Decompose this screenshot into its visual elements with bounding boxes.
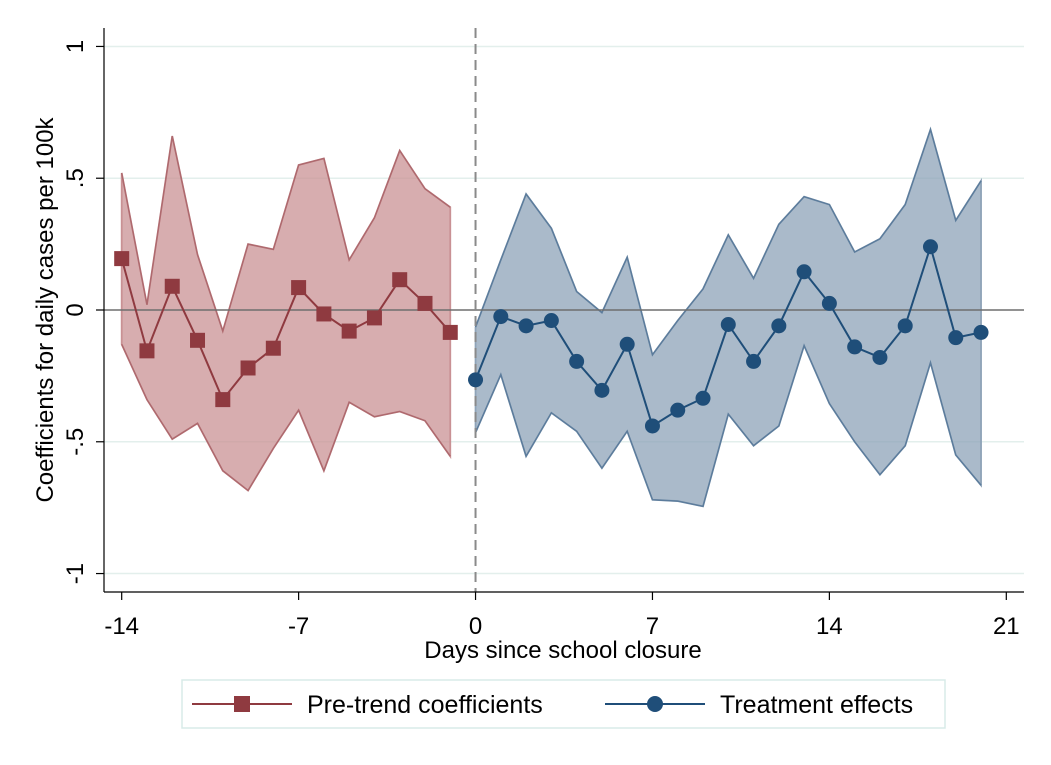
legend: Pre-trend coefficients Treatment effects (181, 679, 946, 729)
data-point-treatment (569, 353, 585, 369)
data-point-pretrend (215, 392, 231, 408)
y-tick-label: -.5 (62, 428, 89, 456)
data-point-pretrend (442, 324, 458, 340)
ci-lower-edge-0 (121, 343, 451, 492)
data-point-treatment (518, 318, 534, 334)
data-point-treatment (468, 372, 484, 388)
y-ticks: 1 .5 0 -.5 -1 (62, 40, 104, 584)
x-tick-label: 7 (646, 613, 659, 640)
data-point-treatment (644, 418, 660, 434)
data-point-treatment (695, 390, 711, 406)
data-point-treatment (922, 239, 938, 255)
legend-treatment-label: Treatment effects (720, 691, 913, 719)
x-tick-label: 14 (816, 613, 843, 640)
legend-pretrend-marker (234, 696, 250, 712)
x-axis-title: Days since school closure (424, 637, 701, 664)
data-point-pretrend (139, 343, 155, 359)
y-axis-title: Coefficients for daily cases per 100k (32, 116, 59, 502)
y-tick-label: .5 (62, 168, 89, 188)
legend-pretrend-label: Pre-trend coefficients (307, 691, 543, 719)
x-tick-label: 21 (993, 613, 1020, 640)
data-point-treatment (771, 318, 787, 334)
data-point-pretrend (164, 278, 180, 294)
legend-box (181, 679, 946, 729)
x-tick-label: -7 (288, 613, 309, 640)
x-ticks: -14 -7 0 7 14 21 (104, 592, 1020, 640)
data-point-treatment (897, 318, 913, 334)
x-tick-label: 0 (469, 613, 482, 640)
x-tick-label: -14 (104, 613, 139, 640)
data-point-treatment (594, 382, 610, 398)
data-point-treatment (720, 316, 736, 332)
data-point-treatment (493, 309, 509, 325)
data-point-pretrend (265, 340, 281, 356)
data-point-treatment (619, 336, 635, 352)
data-point-treatment (847, 339, 863, 355)
data-point-treatment (670, 402, 686, 418)
data-point-treatment (872, 349, 888, 365)
data-point-pretrend (366, 310, 382, 326)
y-tick-label: 1 (62, 40, 89, 53)
data-point-pretrend (417, 295, 433, 311)
data-point-pretrend (240, 360, 256, 376)
data-point-pretrend (316, 306, 332, 322)
data-point-treatment (746, 353, 762, 369)
legend-treatment-marker (647, 696, 663, 712)
data-point-pretrend (291, 280, 307, 296)
ci-lower-edge-1 (474, 343, 982, 508)
reference-lines (104, 28, 1024, 592)
data-point-treatment (543, 313, 559, 329)
ci-upper-edge-1 (474, 126, 982, 357)
data-point-pretrend (392, 272, 408, 288)
series-markers (114, 239, 989, 434)
ci-band-pretrend (120, 135, 452, 492)
data-point-treatment (796, 264, 812, 280)
data-point-pretrend (114, 251, 130, 267)
data-point-treatment (973, 324, 989, 340)
data-point-treatment (948, 330, 964, 346)
ci-upper-edge-0 (120, 135, 451, 334)
data-point-pretrend (341, 323, 357, 339)
data-point-treatment (821, 295, 837, 311)
y-tick-label: 0 (62, 303, 89, 316)
y-tick-label: -1 (62, 563, 89, 584)
data-point-pretrend (190, 332, 206, 348)
